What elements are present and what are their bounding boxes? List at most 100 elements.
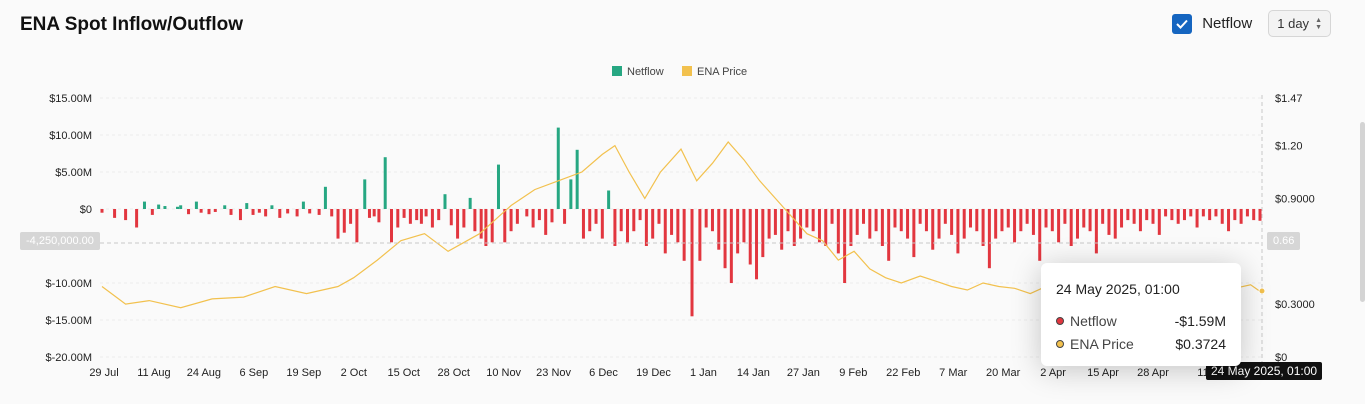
netflow-checkbox-label[interactable]: Netflow bbox=[1202, 15, 1253, 32]
netflow-bar bbox=[969, 209, 972, 228]
netflow-bar bbox=[1239, 209, 1243, 224]
netflow-bar bbox=[632, 209, 636, 232]
netflow-bar bbox=[1138, 209, 1142, 232]
netflow-bar bbox=[748, 209, 752, 265]
x-axis-tick: 2 Apr bbox=[1040, 367, 1066, 379]
netflow-bar bbox=[1233, 209, 1237, 221]
check-icon bbox=[1176, 19, 1188, 29]
netflow-bar bbox=[150, 209, 154, 215]
netflow-bar bbox=[223, 205, 227, 209]
netflow-bar bbox=[556, 127, 560, 209]
netflow-bar bbox=[729, 209, 733, 283]
netflow-bar bbox=[663, 209, 667, 254]
netflow-bar bbox=[862, 209, 866, 224]
netflow-bar bbox=[1006, 209, 1010, 228]
chart-tooltip: 24 May 2025, 01:00 Netflow -$1.59M ENA P… bbox=[1041, 263, 1241, 366]
netflow-bar bbox=[207, 209, 211, 215]
netflow-bar bbox=[430, 209, 434, 228]
x-axis-tick: 20 Mar bbox=[986, 367, 1021, 379]
tooltip-title: 24 May 2025, 01:00 bbox=[1056, 281, 1180, 297]
netflow-bar bbox=[780, 209, 784, 250]
netflow-bar bbox=[468, 197, 472, 209]
netflow-bar bbox=[515, 209, 519, 224]
netflow-bar bbox=[456, 209, 460, 239]
x-axis-tick: 15 Apr bbox=[1087, 367, 1119, 379]
netflow-bar bbox=[887, 209, 891, 261]
netflow-bar bbox=[1082, 209, 1086, 228]
netflow-bar bbox=[1214, 209, 1218, 217]
netflow-bar bbox=[1126, 209, 1130, 221]
netflow-bar bbox=[893, 209, 897, 228]
netflow-bar bbox=[1075, 209, 1079, 239]
netflow-checkbox[interactable] bbox=[1172, 13, 1193, 34]
netflow-bar bbox=[874, 209, 878, 232]
netflow-bar bbox=[742, 209, 746, 243]
page-title: ENA Spot Inflow/Outflow bbox=[20, 14, 244, 35]
netflow-bar bbox=[912, 209, 916, 258]
netflow-bar bbox=[199, 209, 203, 213]
x-axis-tick: 24 Aug bbox=[187, 367, 221, 379]
netflow-bar bbox=[349, 209, 353, 224]
netflow-bar bbox=[323, 186, 327, 209]
netflow-bar bbox=[142, 201, 146, 209]
netflow-bar bbox=[449, 209, 453, 226]
netflow-bar bbox=[330, 209, 334, 217]
netflow-bar bbox=[1088, 209, 1092, 232]
netflow-bar bbox=[690, 209, 694, 317]
right-axis-tick: $0.9000 bbox=[1275, 193, 1315, 205]
netflow-bar bbox=[704, 209, 708, 228]
netflow-bar bbox=[1031, 209, 1035, 235]
netflow-bar bbox=[264, 209, 268, 217]
netflow-bar bbox=[950, 209, 954, 235]
netflow-bar bbox=[588, 209, 592, 232]
netflow-bar bbox=[1189, 209, 1193, 217]
netflow-bar bbox=[1170, 209, 1174, 221]
legend-swatch bbox=[612, 66, 622, 76]
netflow-bar bbox=[956, 209, 960, 254]
left-axis-tick: $0 bbox=[80, 204, 92, 216]
interval-select[interactable]: 1 day ▲ ▼ bbox=[1268, 10, 1331, 37]
netflow-bar bbox=[544, 209, 548, 235]
netflow-bar bbox=[1069, 209, 1073, 246]
netflow-bar bbox=[594, 209, 598, 224]
netflow-bar bbox=[1113, 209, 1117, 239]
netflow-bar bbox=[336, 209, 340, 239]
netflow-bar bbox=[194, 201, 198, 209]
x-axis-tick: 7 Mar bbox=[939, 367, 967, 379]
netflow-bar bbox=[550, 209, 554, 223]
tooltip-row-label: ENA Price bbox=[1070, 336, 1134, 352]
netflow-bar bbox=[698, 209, 702, 261]
netflow-bar bbox=[937, 209, 941, 239]
netflow-bar bbox=[1038, 209, 1042, 261]
netflow-bar bbox=[1227, 209, 1231, 232]
crosshair-right-label: 0.66 bbox=[1267, 232, 1301, 250]
netflow-bar bbox=[638, 209, 642, 221]
netflow-bar bbox=[1050, 209, 1054, 232]
x-axis-tick: 15 Oct bbox=[388, 367, 420, 379]
netflow-bar bbox=[1164, 209, 1168, 217]
netflow-bar bbox=[607, 190, 611, 209]
page-scrollbar[interactable] bbox=[1360, 122, 1365, 302]
netflow-bar bbox=[295, 209, 299, 217]
netflow-bar bbox=[918, 209, 922, 224]
price-hover-point bbox=[1258, 287, 1266, 295]
chart-controls: Netflow 1 day ▲ ▼ bbox=[1172, 10, 1331, 37]
netflow-bar bbox=[135, 209, 139, 228]
netflow-bar bbox=[981, 209, 985, 246]
netflow-bar bbox=[906, 209, 910, 239]
netflow-bar bbox=[1019, 209, 1023, 232]
netflow-bar bbox=[987, 209, 991, 269]
netflow-bar bbox=[479, 209, 483, 239]
tooltip-row-value: $0.3724 bbox=[1175, 336, 1226, 352]
netflow-bar bbox=[308, 209, 312, 214]
x-axis-tick: 19 Dec bbox=[636, 367, 671, 379]
netflow-bar bbox=[301, 201, 305, 209]
netflow-bar bbox=[419, 209, 423, 224]
tooltip-row-price: ENA Price $0.3724 bbox=[1056, 336, 1226, 352]
netflow-bar bbox=[736, 209, 740, 254]
x-axis-tick: 28 Apr bbox=[1137, 367, 1169, 379]
x-axis-tick: 10 Nov bbox=[486, 367, 521, 379]
netflow-bar bbox=[799, 209, 803, 239]
netflow-bar bbox=[317, 209, 321, 215]
